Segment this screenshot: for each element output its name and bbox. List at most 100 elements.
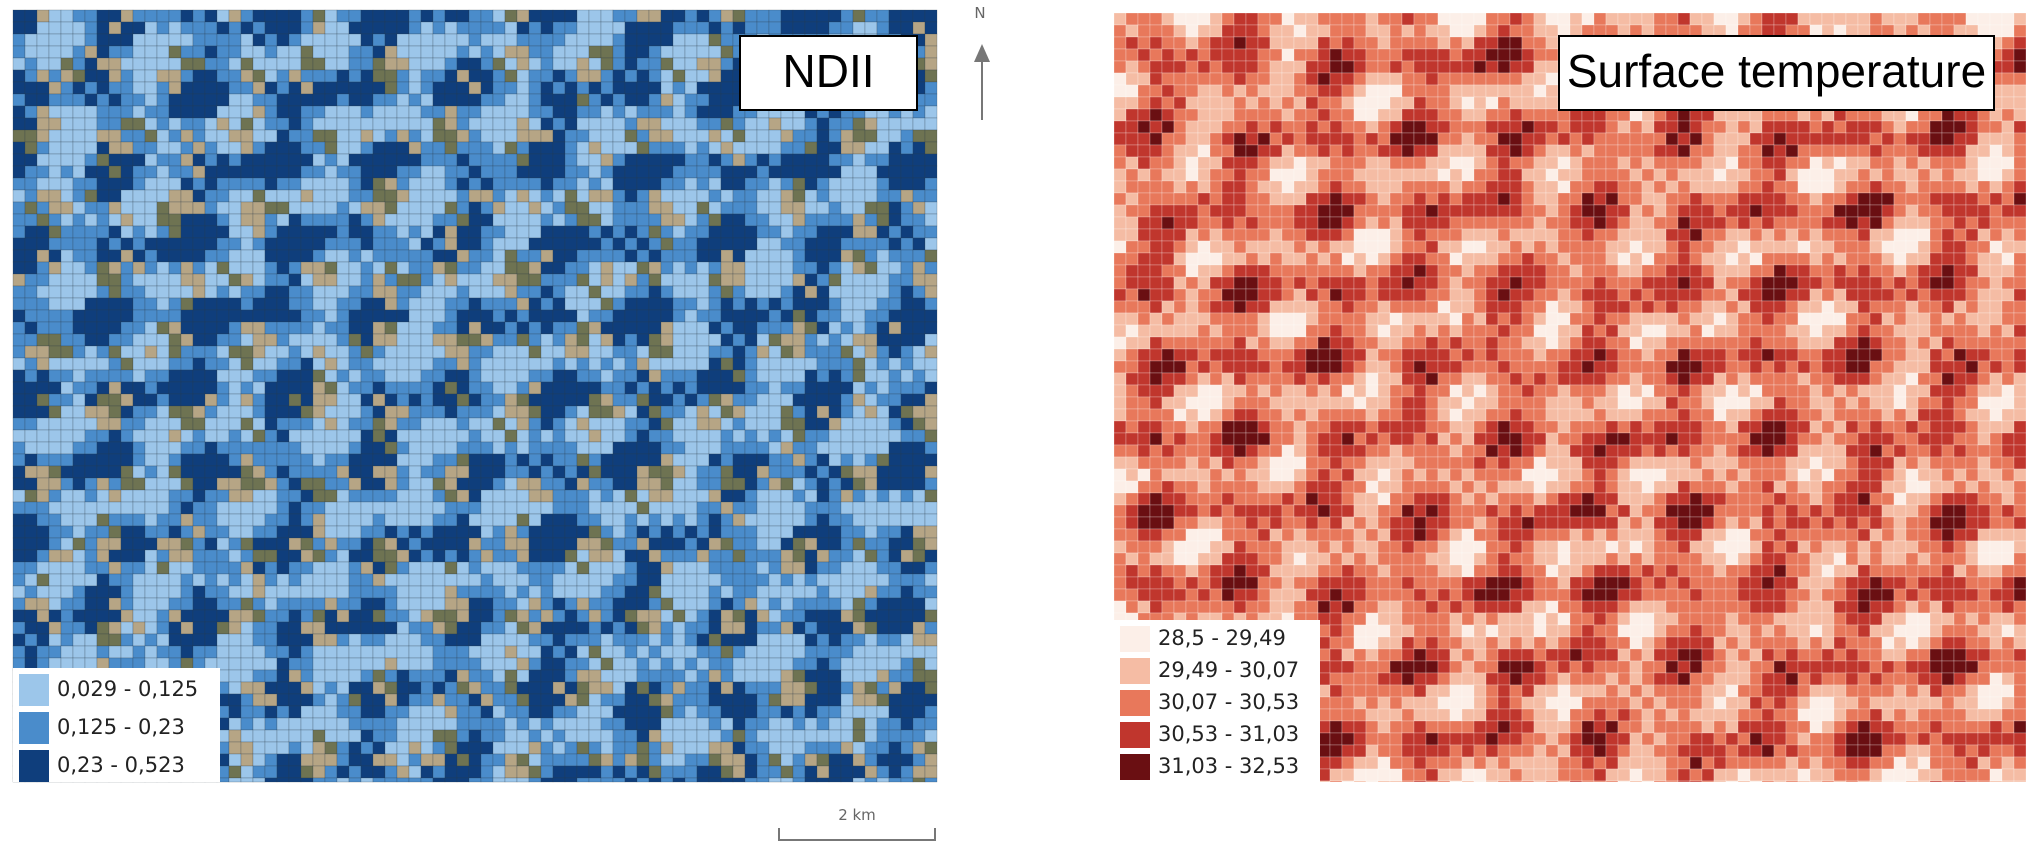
map-cell: [289, 334, 301, 346]
map-cell: [697, 394, 709, 406]
map-cell: [925, 334, 937, 346]
map-cell: [553, 622, 565, 634]
map-cell: [913, 190, 925, 202]
map-cell: [889, 682, 901, 694]
map-cell: [757, 634, 769, 646]
map-cell: [157, 298, 169, 310]
map-cell: [313, 406, 325, 418]
map-cell: [757, 238, 769, 250]
map-cell: [649, 70, 661, 82]
map-cell: [817, 706, 829, 718]
map-cell: [769, 442, 781, 454]
map-cell: [457, 58, 469, 70]
map-cell: [841, 526, 853, 538]
map-cell: [505, 250, 517, 262]
map-cell: [469, 562, 481, 574]
map-cell: [13, 406, 25, 418]
map-cell: [133, 346, 145, 358]
map-cell: [325, 118, 337, 130]
map-cell: [625, 658, 637, 670]
map-cell: [217, 226, 229, 238]
map-cell: [661, 550, 673, 562]
map-cell: [169, 382, 181, 394]
map-cell: [889, 490, 901, 502]
map-cell: [409, 166, 421, 178]
map-cell: [613, 238, 625, 250]
map-cell: [85, 298, 97, 310]
map-cell: [49, 430, 61, 442]
map-cell: [529, 766, 541, 778]
map-cell: [577, 346, 589, 358]
map-cell: [49, 250, 61, 262]
map-cell: [349, 706, 361, 718]
map-cell: [517, 286, 529, 298]
map-cell: [925, 202, 937, 214]
map-cell: [769, 754, 781, 766]
map-cell: [613, 706, 625, 718]
map-cell: [613, 538, 625, 550]
map-cell: [529, 34, 541, 46]
map-cell: [121, 442, 133, 454]
map-cell: [289, 274, 301, 286]
map-cell: [709, 298, 721, 310]
map-cell: [565, 526, 577, 538]
map-cell: [409, 682, 421, 694]
map-cell: [73, 418, 85, 430]
map-cell: [13, 118, 25, 130]
map-cell: [409, 526, 421, 538]
map-cell: [217, 238, 229, 250]
map-cell: [325, 778, 337, 782]
map-cell: [589, 346, 601, 358]
map-cell: [817, 574, 829, 586]
map-cell: [541, 658, 553, 670]
map-cell: [385, 382, 397, 394]
map-cell: [697, 766, 709, 778]
map-cell: [913, 610, 925, 622]
map-cell: [373, 202, 385, 214]
map-cell: [337, 502, 349, 514]
map-cell: [529, 550, 541, 562]
map-cell: [313, 70, 325, 82]
map-cell: [157, 622, 169, 634]
map-cell: [361, 706, 373, 718]
map-cell: [301, 118, 313, 130]
map-cell: [37, 154, 49, 166]
map-cell: [733, 142, 745, 154]
map-cell: [817, 298, 829, 310]
map-cell: [205, 154, 217, 166]
map-cell: [445, 322, 457, 334]
map-cell: [805, 334, 817, 346]
map-cell: [13, 550, 25, 562]
map-cell: [853, 550, 865, 562]
map-cell: [289, 214, 301, 226]
map-cell: [781, 718, 793, 730]
map-cell: [637, 178, 649, 190]
map-cell: [37, 94, 49, 106]
map-cell: [145, 562, 157, 574]
map-cell: [421, 178, 433, 190]
map-cell: [625, 358, 637, 370]
map-cell: [697, 82, 709, 94]
map-cell: [409, 718, 421, 730]
map-cell: [805, 310, 817, 322]
map-cell: [505, 778, 517, 782]
map-cell: [505, 538, 517, 550]
map-cell: [877, 610, 889, 622]
map-cell: [865, 190, 877, 202]
map-cell: [661, 646, 673, 658]
map-cell: [385, 466, 397, 478]
map-cell: [145, 250, 157, 262]
map-cell: [169, 34, 181, 46]
map-cell: [121, 574, 133, 586]
map-cell: [865, 586, 877, 598]
map-cell: [241, 70, 253, 82]
map-cell: [301, 46, 313, 58]
map-cell: [745, 658, 757, 670]
map-cell: [601, 82, 613, 94]
map-cell: [589, 466, 601, 478]
map-cell: [781, 550, 793, 562]
map-cell: [445, 58, 457, 70]
map-cell: [457, 250, 469, 262]
map-cell: [697, 574, 709, 586]
map-cell: [121, 550, 133, 562]
